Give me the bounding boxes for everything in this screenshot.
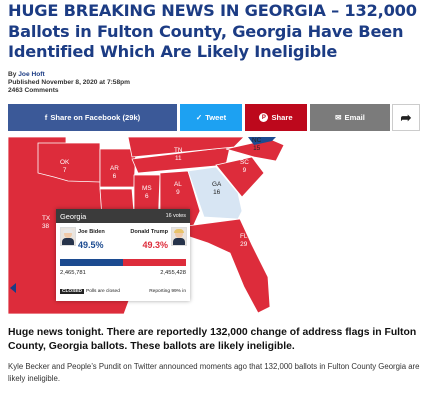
tooltip-state-name: Georgia — [60, 211, 87, 221]
state-label-ar: AR 6 — [110, 165, 119, 180]
article-meta: By Joe Hoft Published November 8, 2020 a… — [8, 71, 130, 95]
more-share-button[interactable]: ➦ — [392, 104, 420, 131]
share-facebook-button[interactable]: f Share on Facebook (29k) — [8, 104, 177, 131]
article-lede: Huge news tonight. There are reportedly … — [8, 327, 417, 352]
state-label-ga: GA 16 — [212, 181, 222, 196]
author-link[interactable]: Joe Hoft — [18, 71, 45, 78]
email-button[interactable]: ✉ Email — [310, 104, 390, 131]
publish-date: Published November 8, 2020 at 7:58pm — [8, 79, 131, 86]
article-headline: HUGE BREAKING NEWS IN GEORGIA – 132,000 … — [8, 1, 417, 61]
vote-share-bar — [60, 259, 186, 266]
trump-avatar — [171, 227, 187, 246]
state-label-tn: TN 11 — [174, 147, 183, 162]
tooltip-header: Georgia 16 votes — [56, 209, 190, 223]
candidate-1-name: Joe Biden — [78, 229, 105, 235]
candidate-2-percent: 49.3% — [142, 240, 168, 250]
map-state-south-carolina — [215, 156, 265, 198]
reporting-status: Reporting 99% in — [149, 289, 186, 294]
polls-status: CLOSED Polls are closed — [60, 289, 120, 294]
state-label-ok: OK 7 — [60, 159, 70, 174]
map-state-virginia — [248, 137, 276, 145]
candidate-1-percent: 49.5% — [78, 240, 104, 250]
tooltip-footer: CLOSED Polls are closed Reporting 99% in — [60, 289, 186, 294]
state-label-ms: MS 6 — [142, 185, 152, 200]
article-body: Kyle Becker and People’s Pundit on Twitt… — [8, 362, 420, 383]
tweet-label: Tweet — [205, 113, 227, 122]
facebook-icon: f — [44, 113, 48, 122]
share-arrow-icon: ➦ — [400, 109, 412, 125]
pinterest-share-button[interactable]: P Share — [245, 104, 307, 131]
polls-closed-text: Polls are closed — [86, 289, 120, 294]
biden-share-fill — [60, 259, 124, 266]
state-label-fl: FL 29 — [240, 233, 248, 248]
state-label-tx: TX 38 — [42, 215, 51, 230]
byline: By Joe Hoft — [8, 71, 45, 78]
candidate-2-votes: 2,455,428 — [160, 270, 186, 276]
pinterest-icon: P — [259, 113, 269, 122]
closed-badge: CLOSED — [60, 289, 84, 294]
tooltip-electoral-votes: 16 votes — [165, 213, 186, 219]
state-label-sc: SC 9 — [240, 159, 249, 174]
state-label-al: AL 9 — [174, 181, 182, 196]
share-bar: f Share on Facebook (29k) ✓ Tweet P Shar… — [8, 104, 420, 131]
state-label-nc: NC 15 — [252, 137, 262, 152]
map-prev-arrow-icon[interactable] — [10, 283, 16, 293]
state-result-tooltip: Georgia 16 votes Joe Biden 49.5% Donald … — [56, 209, 190, 301]
pinterest-share-label: Share — [271, 113, 293, 122]
map-state-florida — [163, 218, 271, 314]
tweet-button[interactable]: ✓ Tweet — [180, 104, 242, 131]
share-facebook-label: Share on Facebook (29k) — [50, 113, 141, 122]
candidate-1-votes: 2,465,781 — [60, 270, 86, 276]
biden-avatar — [60, 227, 76, 246]
twitter-bird-icon: ✓ — [195, 113, 203, 122]
candidate-2-name: Donald Trump — [130, 229, 168, 235]
envelope-icon: ✉ — [335, 113, 342, 122]
comment-count[interactable]: 2463 Comments — [8, 87, 59, 94]
map-state-georgia — [187, 166, 243, 220]
map-state-oklahoma — [37, 142, 101, 183]
election-map[interactable]: OK 7 AR 6 TN 11 SC 9 NC 15 MS 6 AL 9 GA 16 FL 29 … — [8, 137, 420, 314]
email-label: Email — [344, 113, 365, 122]
